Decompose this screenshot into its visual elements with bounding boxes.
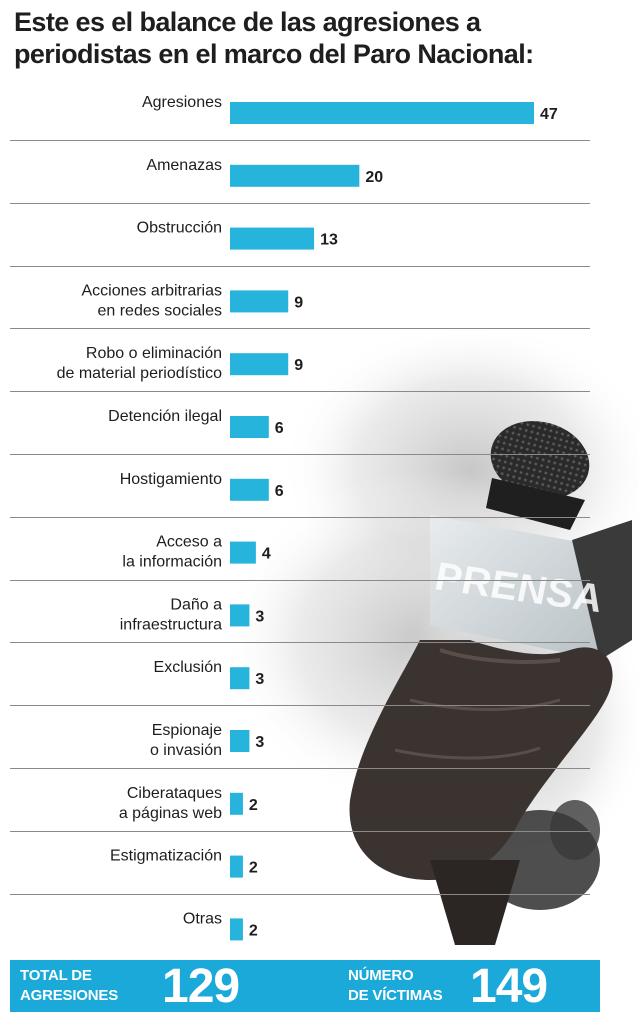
category-label: Acciones arbitrarias en redes sociales xyxy=(82,282,223,319)
bar xyxy=(230,604,250,627)
microphone-illustration: PRENSA xyxy=(220,320,638,945)
bar-value-label: 3 xyxy=(255,608,264,625)
bar-value-label: 2 xyxy=(249,860,258,877)
category-label: Detención ilegal xyxy=(108,408,222,425)
category-label: Espionaje o invasión xyxy=(150,722,222,759)
victims-count-label: NÚMERO DE VÍCTIMAS xyxy=(348,967,443,1004)
category-label: Agresiones xyxy=(142,94,222,111)
victims-count-value: 149 xyxy=(470,960,548,1013)
category-label: Acceso a la información xyxy=(122,534,222,571)
bar xyxy=(230,290,289,313)
total-aggressions-label: TOTAL DE AGRESIONES xyxy=(20,967,119,1004)
bar xyxy=(230,792,243,815)
bar-value-label: 9 xyxy=(294,357,303,374)
bar xyxy=(230,730,250,752)
bar xyxy=(230,353,289,376)
bar-value-label: 6 xyxy=(275,420,284,437)
bar-value-label: 6 xyxy=(275,483,284,500)
category-label: Amenazas xyxy=(146,157,222,174)
bar-value-label: 2 xyxy=(249,922,258,939)
chart-title: Este es el balance de las agresiones a p… xyxy=(14,7,534,69)
bar xyxy=(230,667,250,690)
category-label: Exclusión xyxy=(154,659,222,676)
bar-value-label: 2 xyxy=(249,797,258,814)
category-label: Otras xyxy=(183,910,222,927)
bar-value-label: 3 xyxy=(255,671,264,688)
bar-value-label: 3 xyxy=(255,734,264,751)
bar-value-label: 20 xyxy=(365,169,383,186)
category-label: Ciberataques a páginas web xyxy=(119,785,222,822)
bar-value-label: 13 xyxy=(320,232,338,249)
bar xyxy=(230,855,243,878)
category-label: Daño a infraestructura xyxy=(120,596,222,633)
total-aggressions-value: 129 xyxy=(162,960,240,1013)
bar xyxy=(230,102,534,124)
totals-footer: TOTAL DE AGRESIONES 129 NÚMERO DE VÍCTIM… xyxy=(10,960,600,1013)
bar xyxy=(230,918,243,941)
category-label: Robo o eliminación de material periodísti… xyxy=(57,345,223,382)
category-label: Obstrucción xyxy=(137,220,222,237)
bar-value-label: 4 xyxy=(262,546,271,563)
bar-value-label: 47 xyxy=(540,106,558,123)
bar xyxy=(230,227,315,250)
bar xyxy=(230,164,360,187)
bar xyxy=(230,541,256,564)
bar-value-label: 9 xyxy=(294,294,303,311)
bar xyxy=(230,478,269,501)
category-label: Hostigamiento xyxy=(120,471,222,488)
category-label: Estigmatización xyxy=(110,848,222,865)
bar xyxy=(230,416,269,438)
